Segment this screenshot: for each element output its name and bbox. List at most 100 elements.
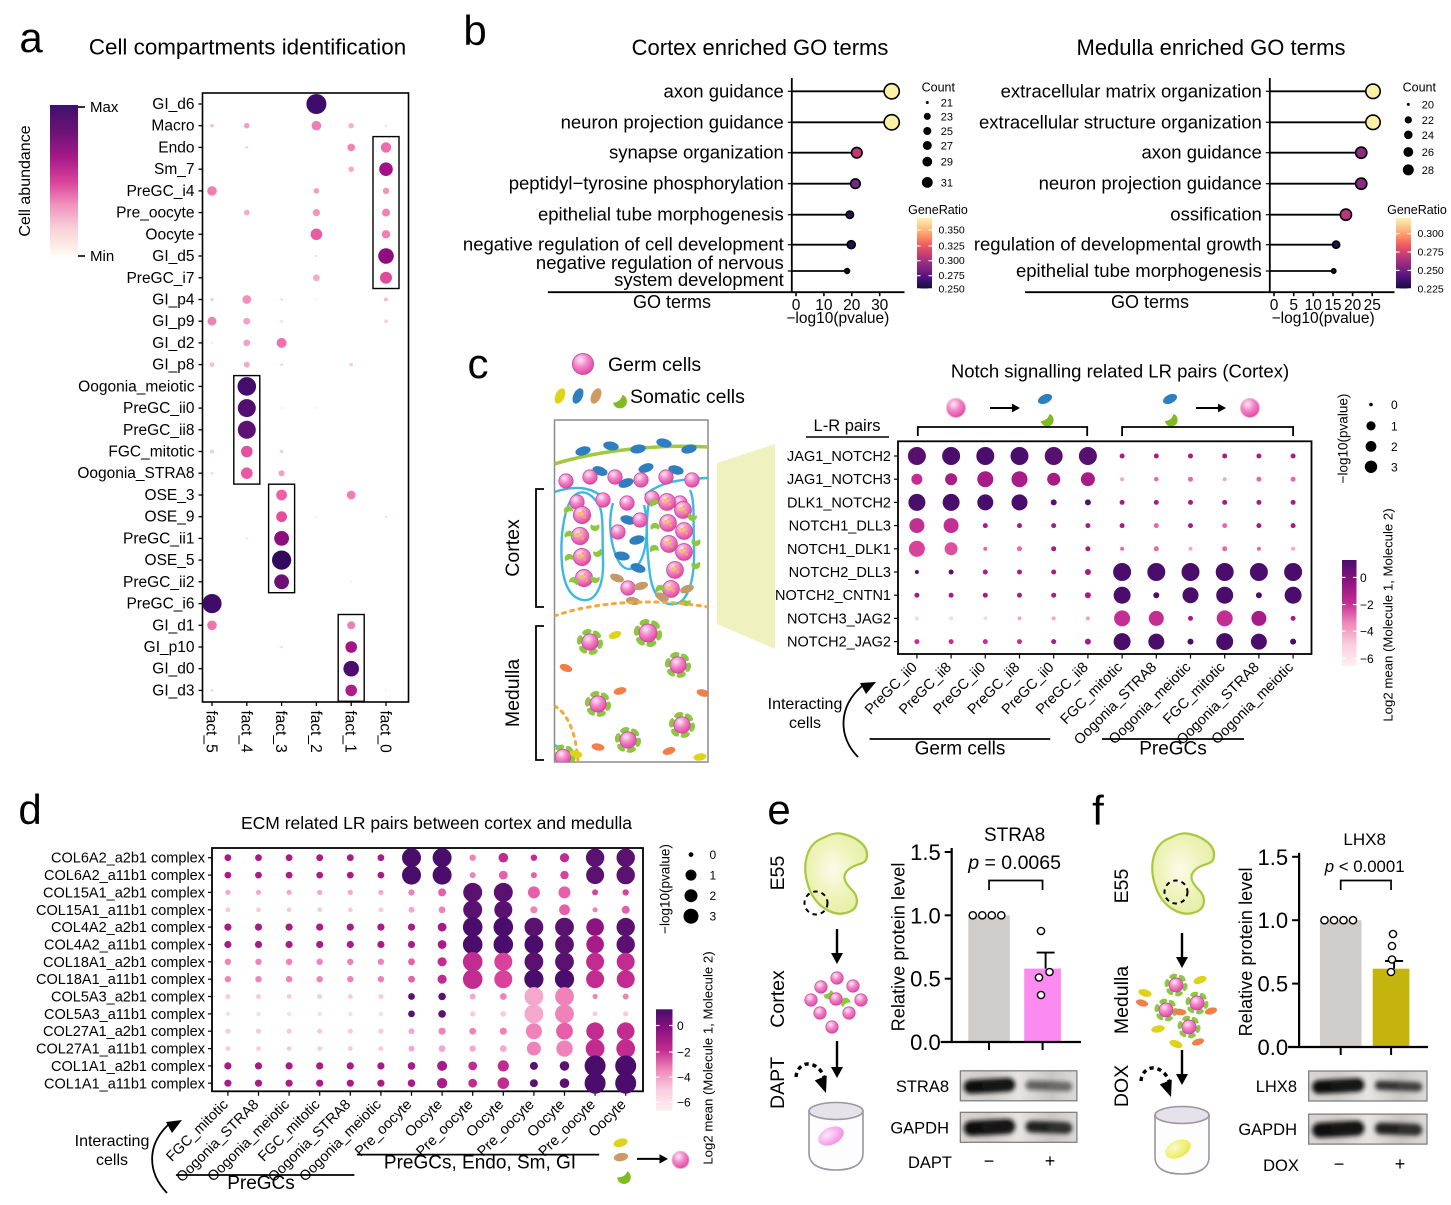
svg-text:JAG1_NOTCH3: JAG1_NOTCH3 xyxy=(787,472,891,488)
svg-text:+: + xyxy=(1395,1154,1406,1174)
svg-text:Medulla enriched GO terms: Medulla enriched GO terms xyxy=(1077,35,1346,60)
svg-text:GI_p8: GI_p8 xyxy=(152,357,194,374)
svg-text:f: f xyxy=(1092,787,1104,834)
svg-text:NOTCH3_JAG2: NOTCH3_JAG2 xyxy=(787,611,891,627)
svg-text:0.325: 0.325 xyxy=(939,241,965,253)
svg-text:OSE_9: OSE_9 xyxy=(145,509,195,526)
svg-text:extracellular matrix organizat: extracellular matrix organization xyxy=(1001,80,1262,101)
svg-text:E55: E55 xyxy=(1111,869,1133,904)
svg-text:NOTCH2_DLL3: NOTCH2_DLL3 xyxy=(789,565,891,581)
svg-text:2: 2 xyxy=(710,889,717,903)
svg-text:−log10(pvalue): −log10(pvalue) xyxy=(658,844,673,934)
svg-text:LHX8: LHX8 xyxy=(1256,1078,1297,1096)
svg-text:25: 25 xyxy=(941,126,953,138)
svg-text:fact_5: fact_5 xyxy=(203,711,220,753)
svg-text:0.275: 0.275 xyxy=(1418,247,1444,259)
svg-text:DAPT: DAPT xyxy=(767,1057,789,1109)
svg-text:c: c xyxy=(468,340,489,387)
svg-text:negative regulation of cell de: negative regulation of cell development xyxy=(463,234,784,255)
svg-text:b: b xyxy=(463,7,486,54)
svg-text:Cortex: Cortex xyxy=(502,519,524,577)
svg-text:NOTCH2_CNTN1: NOTCH2_CNTN1 xyxy=(775,588,891,604)
svg-text:system development: system development xyxy=(614,269,784,290)
svg-text:0.5: 0.5 xyxy=(1258,972,1289,997)
svg-text:Interacting: Interacting xyxy=(768,696,843,713)
svg-text:NOTCH1_DLL3: NOTCH1_DLL3 xyxy=(789,519,891,535)
svg-text:GO terms: GO terms xyxy=(633,292,711,312)
svg-text:PreGCs: PreGCs xyxy=(1139,739,1207,760)
svg-text:PreGC_ii1: PreGC_ii1 xyxy=(123,530,195,547)
svg-text:0.225: 0.225 xyxy=(1418,283,1444,295)
svg-text:p = 0.0065: p = 0.0065 xyxy=(967,852,1061,874)
svg-text:−: − xyxy=(1334,1154,1345,1174)
svg-text:OSE_3: OSE_3 xyxy=(145,487,195,504)
svg-text:STRA8: STRA8 xyxy=(896,1078,949,1096)
svg-text:cells: cells xyxy=(789,715,821,732)
svg-text:26: 26 xyxy=(1422,147,1434,159)
svg-text:0.5: 0.5 xyxy=(910,967,941,992)
svg-text:20: 20 xyxy=(843,297,861,314)
svg-text:1.0: 1.0 xyxy=(1258,908,1289,933)
svg-text:1.5: 1.5 xyxy=(1258,845,1289,870)
svg-text:GI_p10: GI_p10 xyxy=(144,639,195,656)
svg-text:GI_p4: GI_p4 xyxy=(152,291,195,308)
svg-text:PreGC_i7: PreGC_i7 xyxy=(126,270,194,287)
svg-text:10: 10 xyxy=(815,297,833,314)
svg-text:GAPDH: GAPDH xyxy=(890,1119,949,1137)
svg-text:31: 31 xyxy=(941,177,953,189)
svg-text:COL27A1_a2b1 complex: COL27A1_a2b1 complex xyxy=(43,1024,206,1040)
svg-text:DLK1_NOTCH2: DLK1_NOTCH2 xyxy=(787,495,891,511)
svg-text:PreGC_ii2: PreGC_ii2 xyxy=(123,574,195,591)
svg-text:0.0: 0.0 xyxy=(1258,1035,1289,1060)
svg-text:−log10(pvalue): −log10(pvalue) xyxy=(1336,394,1351,484)
svg-text:PreGC_i6: PreGC_i6 xyxy=(126,596,194,613)
svg-text:Cortex: Cortex xyxy=(767,970,789,1028)
svg-text:fact_2: fact_2 xyxy=(307,711,324,753)
svg-text:neuron projection guidance: neuron projection guidance xyxy=(561,111,784,132)
svg-text:ossification: ossification xyxy=(1170,204,1262,225)
svg-text:DOX: DOX xyxy=(1111,1065,1133,1107)
svg-text:peptidyl−tyrosine phosphorylat: peptidyl−tyrosine phosphorylation xyxy=(509,173,784,194)
svg-text:Oocyte: Oocyte xyxy=(145,226,194,243)
svg-text:NOTCH1_DLK1: NOTCH1_DLK1 xyxy=(787,542,891,558)
svg-text:Count: Count xyxy=(1403,81,1437,95)
svg-text:3: 3 xyxy=(1391,460,1398,474)
svg-text:Log2 mean (Molecule 1, Molecul: Log2 mean (Molecule 1, Molecule 2) xyxy=(701,951,716,1164)
svg-text:0.0: 0.0 xyxy=(910,1030,941,1055)
svg-text:GAPDH: GAPDH xyxy=(1238,1121,1297,1139)
svg-text:ECM related LR pairs between c: ECM related LR pairs between cortex and … xyxy=(241,813,632,833)
svg-text:COL5A3_a2b1 complex: COL5A3_a2b1 complex xyxy=(51,990,206,1006)
svg-text:1: 1 xyxy=(1391,419,1398,433)
svg-text:0: 0 xyxy=(677,1019,684,1033)
svg-text:−2: −2 xyxy=(1360,598,1374,612)
svg-text:GeneRatio: GeneRatio xyxy=(1387,203,1447,217)
svg-text:GI_d6: GI_d6 xyxy=(152,96,194,113)
svg-text:22: 22 xyxy=(1422,115,1434,127)
svg-text:Sm_7: Sm_7 xyxy=(154,161,195,178)
svg-text:Pre_oocyte: Pre_oocyte xyxy=(116,205,194,222)
svg-text:Macro: Macro xyxy=(151,118,194,135)
svg-text:−2: −2 xyxy=(677,1046,691,1060)
svg-text:23: 23 xyxy=(941,111,953,123)
svg-text:COL18A1_a2b1 complex: COL18A1_a2b1 complex xyxy=(43,955,206,971)
svg-text:25: 25 xyxy=(1364,297,1381,314)
svg-text:20: 20 xyxy=(1422,99,1434,111)
svg-text:regulation of developmental gr: regulation of developmental growth xyxy=(974,234,1262,255)
svg-text:30: 30 xyxy=(871,297,889,314)
svg-text:neuron projection guidance: neuron projection guidance xyxy=(1039,173,1262,194)
svg-text:DAPT: DAPT xyxy=(908,1154,952,1172)
svg-text:Relative protein level: Relative protein level xyxy=(1236,867,1256,1036)
svg-text:Relative protein level: Relative protein level xyxy=(889,863,909,1032)
svg-text:epithelial tube morphogenesis: epithelial tube morphogenesis xyxy=(538,204,784,225)
svg-text:−log10(pvalue): −log10(pvalue) xyxy=(786,310,889,327)
svg-text:PreGC_i4: PreGC_i4 xyxy=(126,183,194,200)
svg-text:28: 28 xyxy=(1422,165,1434,177)
svg-text:COL6A2_a11b1 complex: COL6A2_a11b1 complex xyxy=(44,868,206,884)
svg-text:−6: −6 xyxy=(1360,652,1374,666)
svg-text:L-R pairs: L-R pairs xyxy=(814,417,881,435)
svg-text:fact_3: fact_3 xyxy=(272,711,289,753)
svg-text:−4: −4 xyxy=(1360,625,1374,639)
svg-text:Max: Max xyxy=(90,99,119,116)
svg-text:epithelial tube morphogenesis: epithelial tube morphogenesis xyxy=(1016,260,1262,281)
svg-text:FGC_mitotic: FGC_mitotic xyxy=(108,444,194,461)
